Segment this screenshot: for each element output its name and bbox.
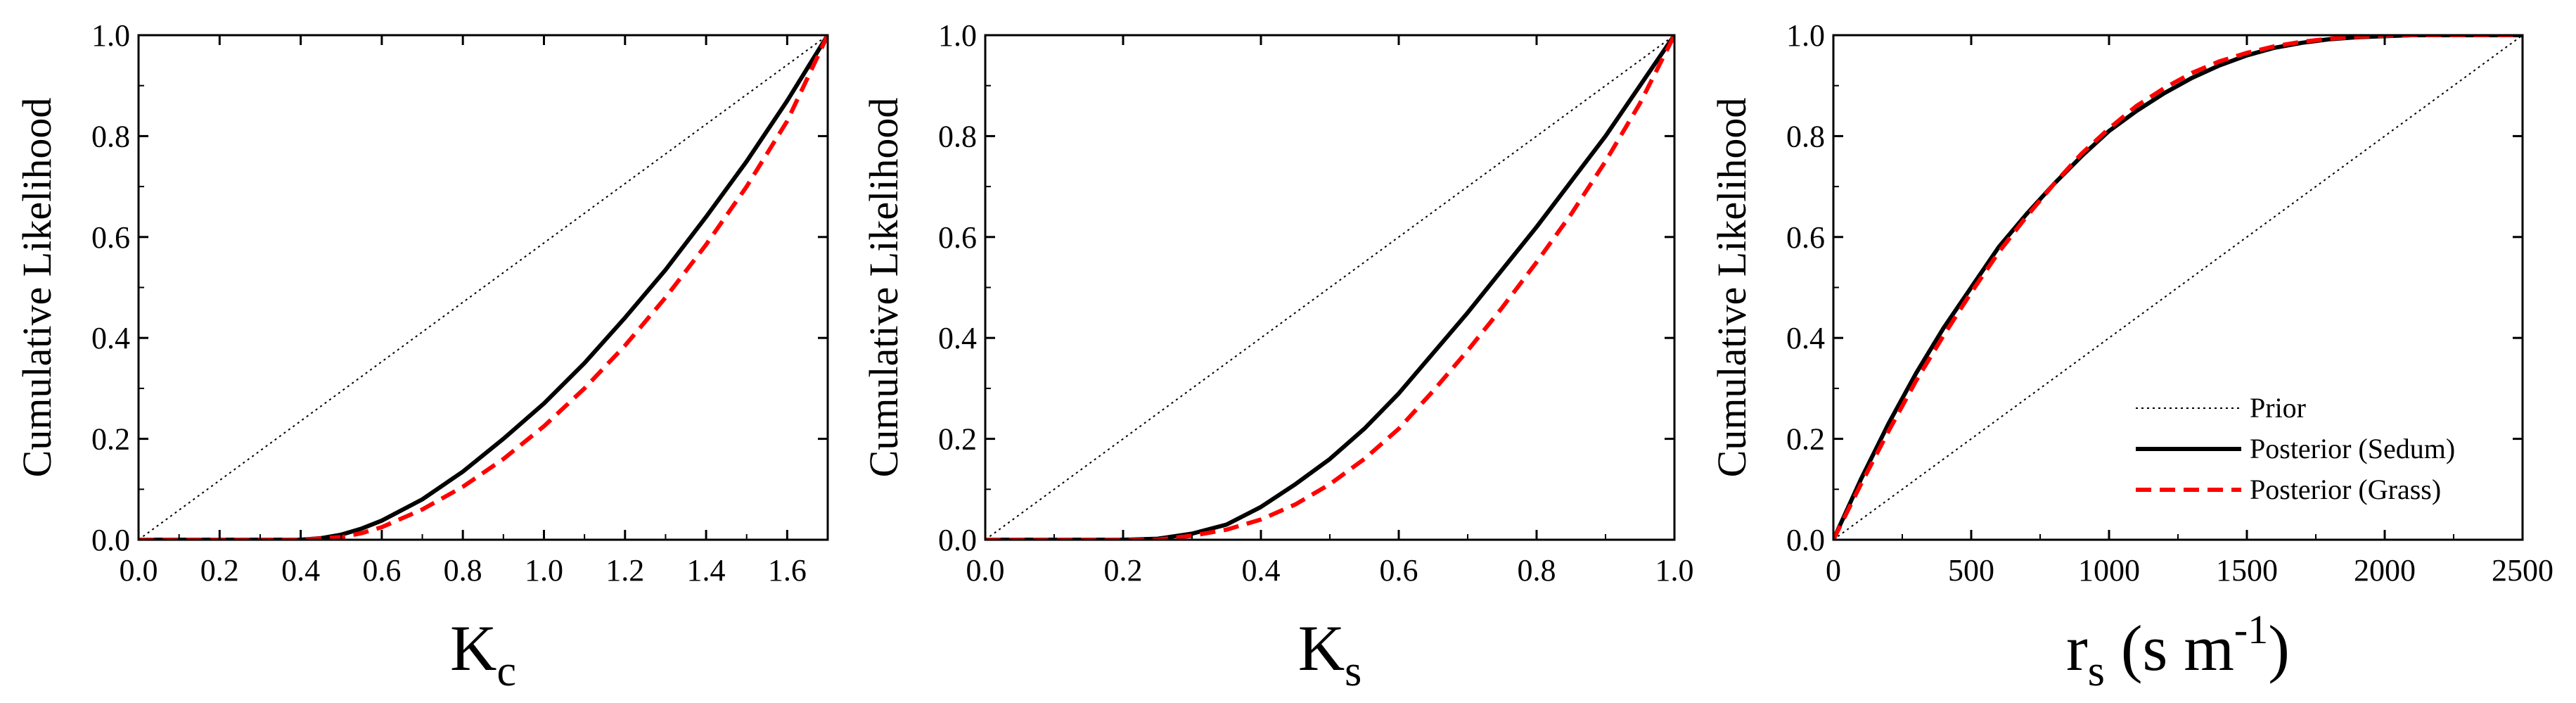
x-tick-label: 1.4 xyxy=(687,553,726,588)
y-axis-label: Cumulative Likelihood xyxy=(14,98,60,478)
x-axis-label-end: ) xyxy=(2268,612,2290,684)
y-tick-label: 0.2 xyxy=(91,422,130,457)
x-tick-label: 0.4 xyxy=(1242,553,1281,588)
x-tick-label: 1.0 xyxy=(1655,553,1694,588)
legend-label-posterior-sedum: Posterior (Sedum) xyxy=(2250,433,2455,464)
y-tick-label: 0.0 xyxy=(938,523,977,557)
x-tick-label: 2000 xyxy=(2354,553,2416,588)
y-tick-label: 0.6 xyxy=(938,220,977,255)
x-tick-label: 1000 xyxy=(2078,553,2140,588)
x-tick-label: 1.6 xyxy=(768,553,807,588)
y-tick-label: 0.2 xyxy=(1786,422,1825,457)
x-tick-label: 0.2 xyxy=(1104,553,1143,588)
x-tick-label: 0.6 xyxy=(1380,553,1418,588)
x-tick-label: 0.0 xyxy=(966,553,1005,588)
y-tick-label: 0.4 xyxy=(938,321,977,355)
y-tick-label: 0.0 xyxy=(91,523,130,557)
x-tick-label: 0.0 xyxy=(120,553,158,588)
x-axis-label-unit: (s m xyxy=(2105,612,2234,684)
legend-label-posterior-grass: Posterior (Grass) xyxy=(2250,474,2441,505)
y-tick-label: 1.0 xyxy=(91,18,130,53)
y-axis-label: Cumulative Likelihood xyxy=(1709,98,1755,478)
y-axis-label: Cumulative Likelihood xyxy=(861,98,906,478)
x-tick-label: 1.0 xyxy=(525,553,563,588)
x-axis-label-main: r xyxy=(2066,612,2088,684)
series-group xyxy=(985,35,1674,540)
x-tick-label: 1500 xyxy=(2216,553,2278,588)
y-tick-label: 0.8 xyxy=(1786,119,1825,153)
y-tick-label: 0.6 xyxy=(91,220,130,255)
x-axis-label-main: K xyxy=(450,612,496,684)
x-axis-label-main: K xyxy=(1298,612,1345,684)
series-group xyxy=(1833,35,2523,540)
x-tick-label: 0 xyxy=(1826,553,1841,588)
series-line-prior xyxy=(985,35,1674,540)
y-tick-label: 0.8 xyxy=(938,119,977,153)
x-axis-label-subscript: s xyxy=(1345,647,1361,695)
chart-panel-1: 0.0 0.2 0.4 0.6 0.8 1.0 1.2 1.4 1.6 0.0 0.2 0.4 0.6 0… xyxy=(14,18,829,695)
series-line-posterior-grass xyxy=(139,35,828,540)
x-tick-label: 0.8 xyxy=(444,553,482,588)
y-tick-label: 0.6 xyxy=(1786,220,1825,255)
x-axis-label-subscript: s xyxy=(2088,647,2105,695)
x-axis-label-subscript: c xyxy=(496,647,516,695)
series-line-posterior-grass xyxy=(1833,35,2523,540)
y-tick-label: 0.8 xyxy=(91,119,130,153)
legend-label-prior: Prior xyxy=(2250,392,2306,424)
x-axis-label: Ks xyxy=(1298,612,1362,695)
series-line-prior xyxy=(139,35,828,540)
x-tick-label: 0.6 xyxy=(362,553,401,588)
x-tick-label: 1.2 xyxy=(605,553,644,588)
x-tick-label: 500 xyxy=(1948,553,1994,588)
y-tick-label: 1.0 xyxy=(1786,18,1825,53)
chart-panel-2: 0.0 0.2 0.4 0.6 0.8 1.0 0.0 0.2 0.4 0.6 0.8 1.0 Cumu… xyxy=(861,18,1694,695)
series-line-prior xyxy=(1833,35,2523,540)
y-tick-label: 0.2 xyxy=(938,422,977,457)
y-tick-label: 0.4 xyxy=(91,321,130,355)
y-tick-label: 0.4 xyxy=(1786,321,1825,355)
x-axis-label: Kc xyxy=(450,612,516,695)
x-tick-label: 0.4 xyxy=(281,553,320,588)
series-line-posterior-grass xyxy=(985,35,1674,540)
chart-panel-3: 0 500 1000 1500 2000 2500 0.0 0.2 0.4 0.6 0.8 1.0 Cu… xyxy=(1709,18,2553,695)
x-axis-label-superscript: -1 xyxy=(2234,607,2268,652)
y-tick-label: 1.0 xyxy=(938,18,977,53)
x-axis-label: rs (s m-1) xyxy=(2066,607,2290,695)
series-group xyxy=(139,35,828,540)
x-tick-label: 2500 xyxy=(2492,553,2553,588)
legend: Prior Posterior (Sedum) Posterior (Grass) xyxy=(2136,392,2455,505)
x-tick-label: 0.2 xyxy=(200,553,239,588)
x-tick-label: 0.8 xyxy=(1518,553,1556,588)
y-tick-label: 0.0 xyxy=(1786,523,1825,557)
